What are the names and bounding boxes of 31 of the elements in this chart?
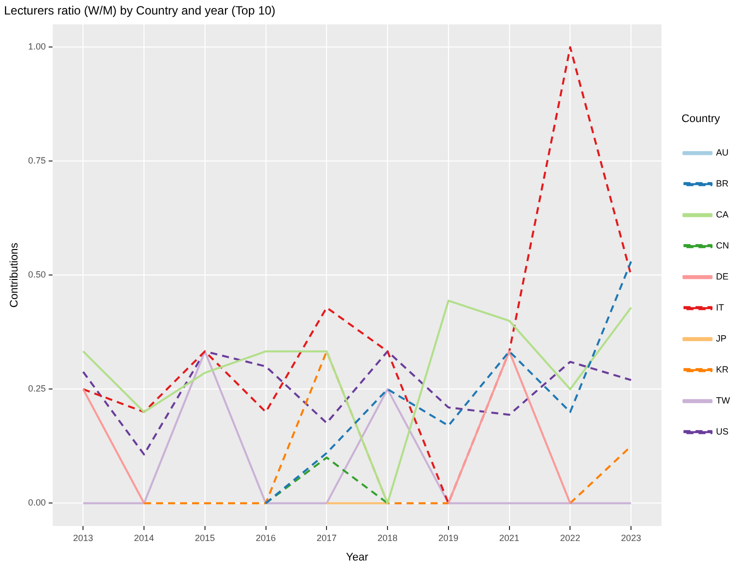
- legend-label: CA: [716, 210, 729, 220]
- x-tick-label: 2017: [316, 532, 337, 543]
- y-tick-label: 0.25: [28, 384, 46, 394]
- y-axis-title: Contributions: [8, 242, 21, 308]
- line-series: [82, 350, 632, 456]
- y-tick-label: 0.00: [28, 498, 46, 508]
- legend-label: AU: [716, 148, 729, 158]
- legend-label: TW: [716, 396, 731, 406]
- x-axis-title: Year: [346, 551, 369, 564]
- chart-title: Lecturers ratio (W/M) by Country and year (Top 10): [4, 4, 276, 18]
- legend-label: JP: [716, 334, 727, 344]
- legend-label: DE: [716, 272, 729, 282]
- legend-label: BR: [716, 178, 730, 189]
- y-tick-label: 0.75: [28, 156, 46, 166]
- y-tick-label: 0.50: [28, 270, 46, 280]
- x-tick-label: 2013: [73, 532, 94, 543]
- line-series: [264, 260, 632, 504]
- legend-label: KR: [716, 364, 730, 375]
- legend-label: CN: [716, 240, 730, 251]
- x-tick-label: 2018: [378, 532, 398, 543]
- x-tick-label: 2022: [560, 532, 580, 543]
- legend-label: IT: [716, 302, 725, 313]
- legend-label: US: [716, 426, 729, 437]
- x-tick-label: 2023: [621, 532, 642, 543]
- x-tick-label: 2019: [438, 532, 458, 543]
- x-tick-label: 2014: [134, 532, 154, 543]
- x-tick-label: 2015: [194, 532, 215, 543]
- y-tick-label: 1.00: [28, 42, 46, 52]
- x-tick-label: 2021: [499, 532, 520, 543]
- legend-title: Country: [681, 112, 721, 125]
- x-tick-label: 2016: [256, 532, 276, 543]
